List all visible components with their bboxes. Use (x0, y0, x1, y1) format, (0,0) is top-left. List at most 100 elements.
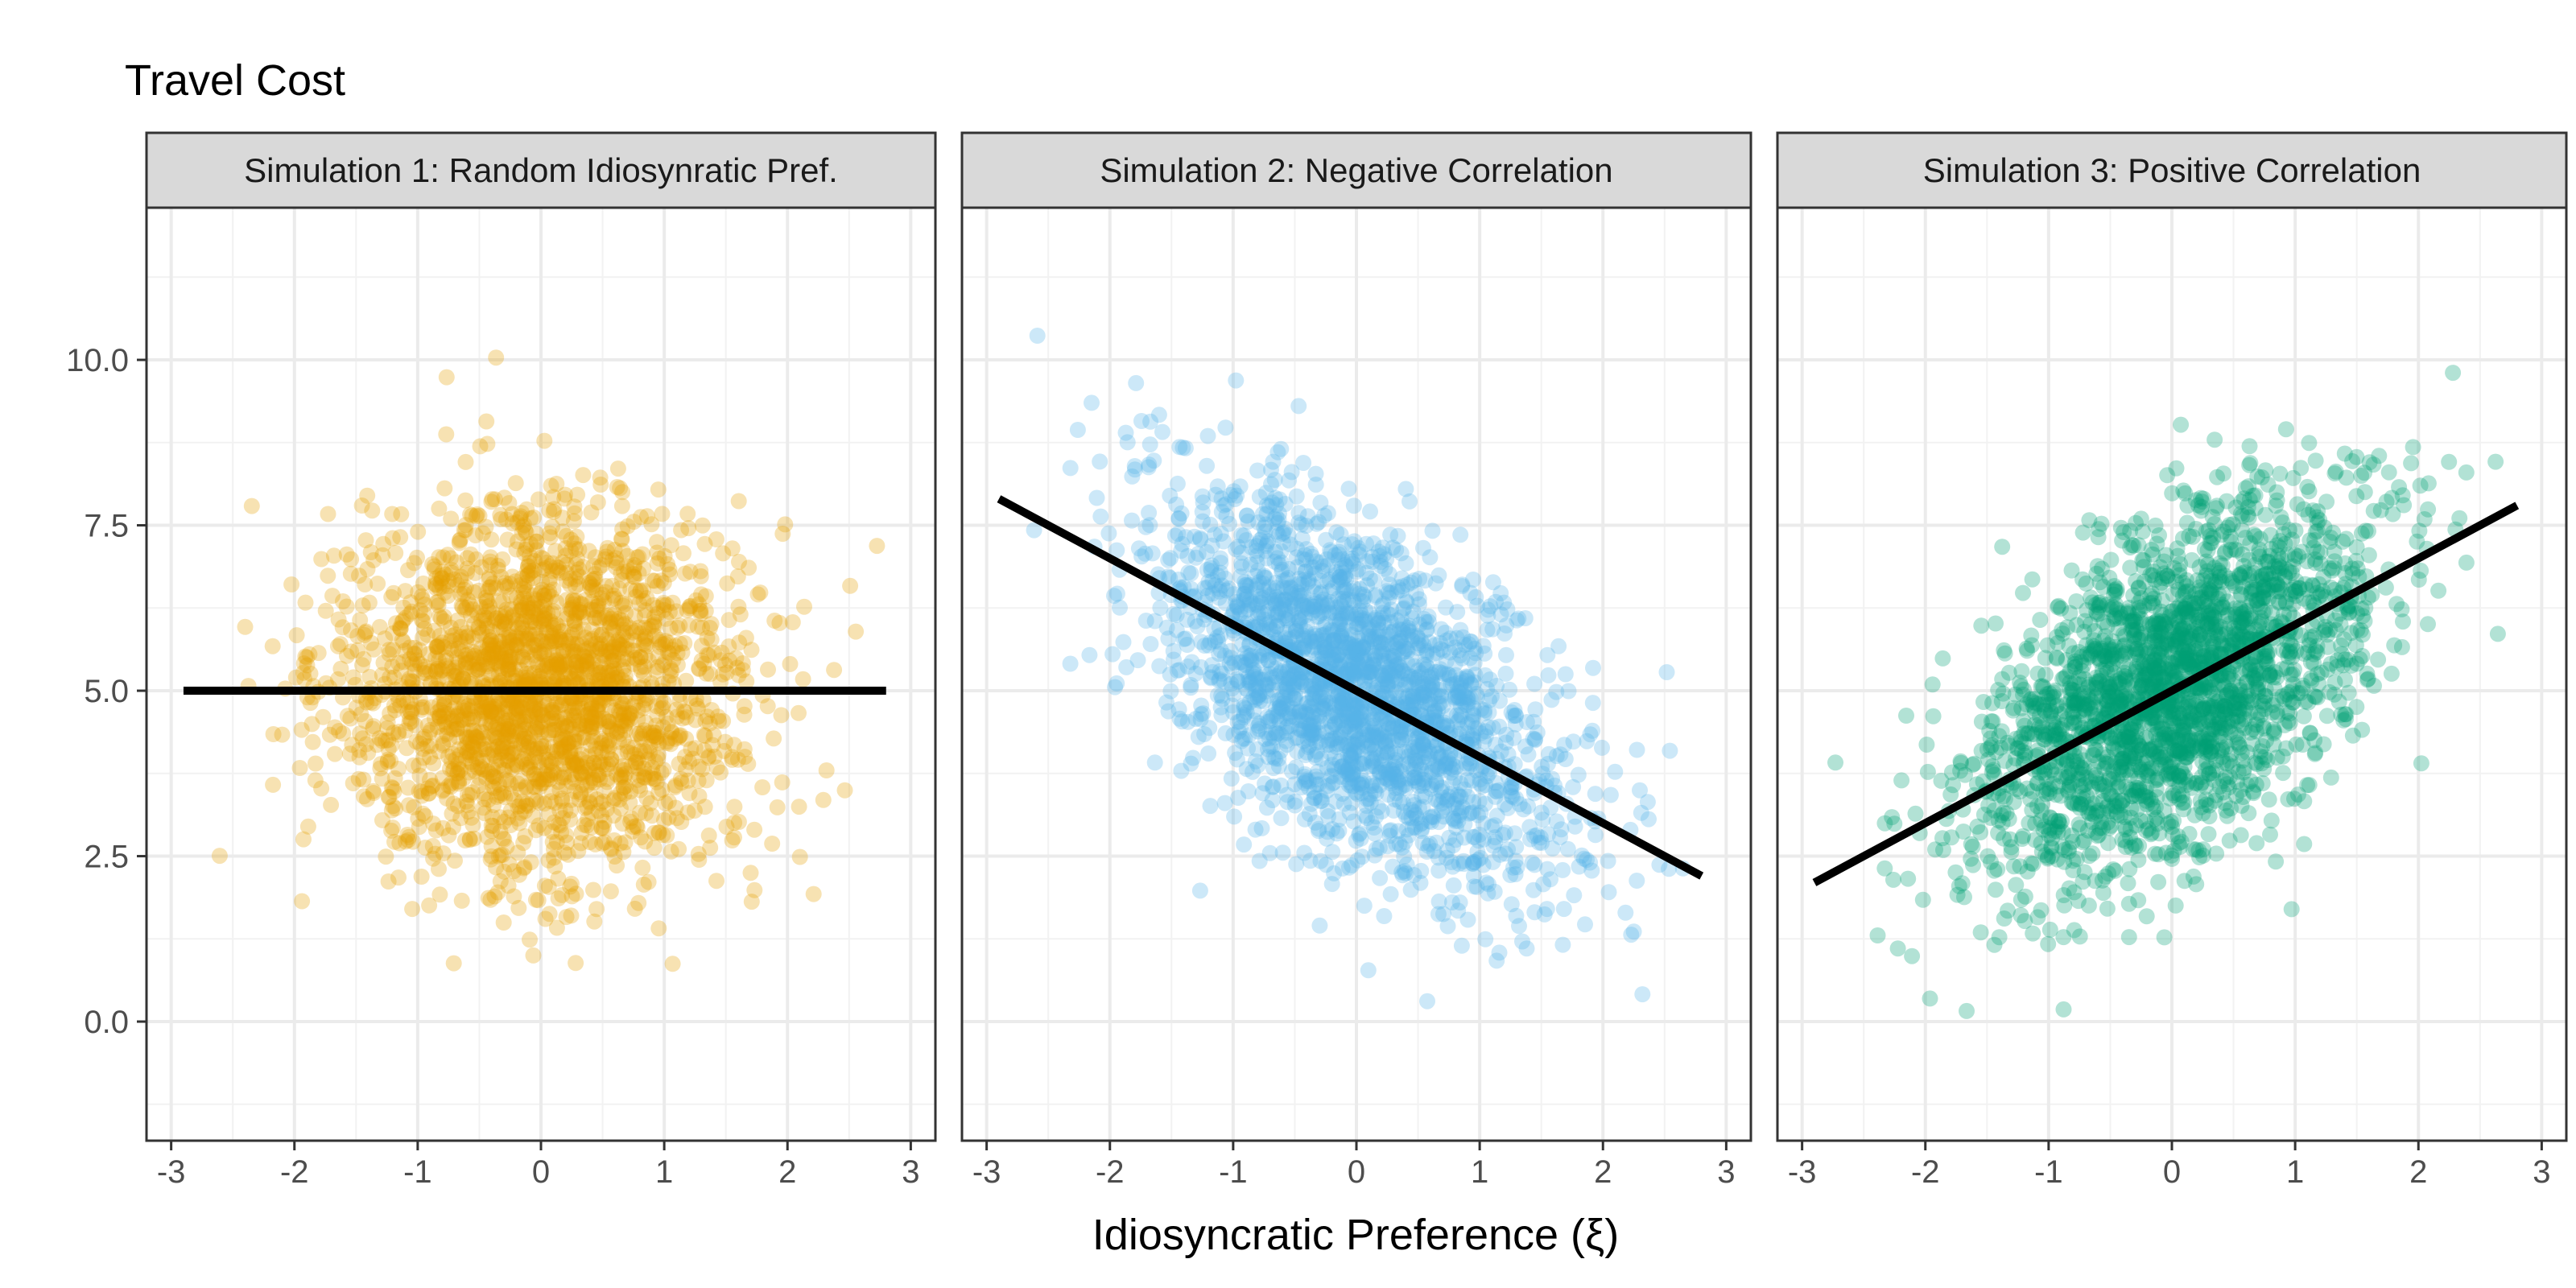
data-point (1358, 564, 1375, 581)
data-point (1410, 678, 1426, 695)
data-point (622, 745, 639, 762)
data-point (1385, 539, 1402, 556)
data-point (363, 634, 380, 651)
data-point (1203, 657, 1220, 674)
data-point (1430, 745, 1447, 762)
data-point (518, 665, 535, 682)
data-point (482, 766, 499, 782)
data-point (1360, 667, 1377, 684)
data-point (387, 544, 404, 561)
data-point (584, 637, 601, 654)
data-point (1187, 711, 1204, 727)
data-point (1329, 658, 1346, 675)
data-point (1352, 766, 1368, 782)
data-point (1381, 589, 1397, 606)
data-point (1225, 686, 1242, 703)
data-point (422, 771, 438, 788)
data-point (1299, 508, 1316, 525)
data-point (1232, 568, 1249, 585)
data-point (478, 413, 495, 430)
data-point (574, 766, 591, 783)
data-point (562, 743, 579, 759)
data-point (1344, 857, 1360, 873)
data-point (1243, 674, 1260, 691)
data-point (438, 649, 455, 666)
data-point (409, 652, 425, 669)
data-point (459, 564, 475, 581)
data-point (1342, 691, 1359, 708)
data-point (594, 646, 611, 663)
data-point (605, 638, 622, 654)
data-point (1479, 680, 1496, 697)
data-point (1442, 630, 1459, 647)
data-point (324, 588, 341, 605)
data-point (593, 735, 610, 751)
data-point (741, 559, 758, 576)
data-point (473, 656, 490, 673)
data-point (512, 773, 529, 790)
data-point (1270, 591, 1286, 608)
data-point (671, 635, 688, 652)
data-point (696, 799, 713, 815)
data-point (355, 650, 372, 667)
data-point (473, 559, 490, 576)
data-point (1238, 704, 1255, 720)
data-point (1307, 682, 1323, 699)
data-point (1081, 646, 1098, 663)
data-point (1373, 667, 1390, 683)
data-point (1404, 610, 1421, 626)
data-point (500, 877, 517, 894)
data-point (1268, 523, 1285, 540)
data-point (1414, 679, 1431, 696)
data-point (1335, 722, 1352, 739)
data-point (509, 758, 526, 774)
data-point (1255, 589, 1271, 606)
data-point (462, 506, 479, 523)
data-point (633, 662, 650, 679)
data-point (631, 725, 648, 742)
data-point (491, 634, 508, 650)
data-point (1352, 543, 1368, 560)
data-point (1336, 665, 1353, 682)
data-point (555, 642, 572, 659)
data-point (588, 901, 605, 918)
data-point (542, 529, 559, 546)
data-point (505, 607, 522, 624)
data-point (650, 481, 667, 498)
data-point (1451, 690, 1468, 707)
data-point (515, 730, 532, 747)
data-point (1511, 918, 1527, 935)
data-point (535, 663, 551, 679)
data-point (395, 599, 412, 616)
data-point (507, 723, 524, 740)
data-point (1509, 859, 1525, 876)
data-point (2134, 756, 2151, 772)
data-point (1248, 677, 1265, 694)
data-point (1199, 543, 1215, 560)
data-point (438, 369, 455, 386)
data-point (1295, 722, 1312, 739)
data-point (1269, 604, 1286, 621)
data-point (729, 659, 745, 676)
data-point (1587, 827, 1604, 844)
data-point (1249, 609, 1266, 625)
data-point (681, 785, 698, 802)
data-point (398, 833, 414, 850)
data-point (1331, 613, 1348, 630)
data-point (1507, 852, 1524, 869)
data-point (730, 598, 747, 615)
data-point (613, 594, 630, 611)
data-point (1294, 664, 1310, 681)
data-point (456, 522, 473, 539)
data-point (1203, 669, 1220, 686)
data-point (611, 641, 628, 658)
data-point (524, 791, 541, 808)
data-point (613, 565, 630, 582)
data-point (715, 545, 732, 562)
data-point (402, 704, 419, 720)
data-point (1480, 607, 1496, 624)
data-point (2160, 571, 2177, 588)
data-point (654, 636, 671, 653)
data-point (454, 670, 471, 687)
data-point (529, 721, 546, 738)
